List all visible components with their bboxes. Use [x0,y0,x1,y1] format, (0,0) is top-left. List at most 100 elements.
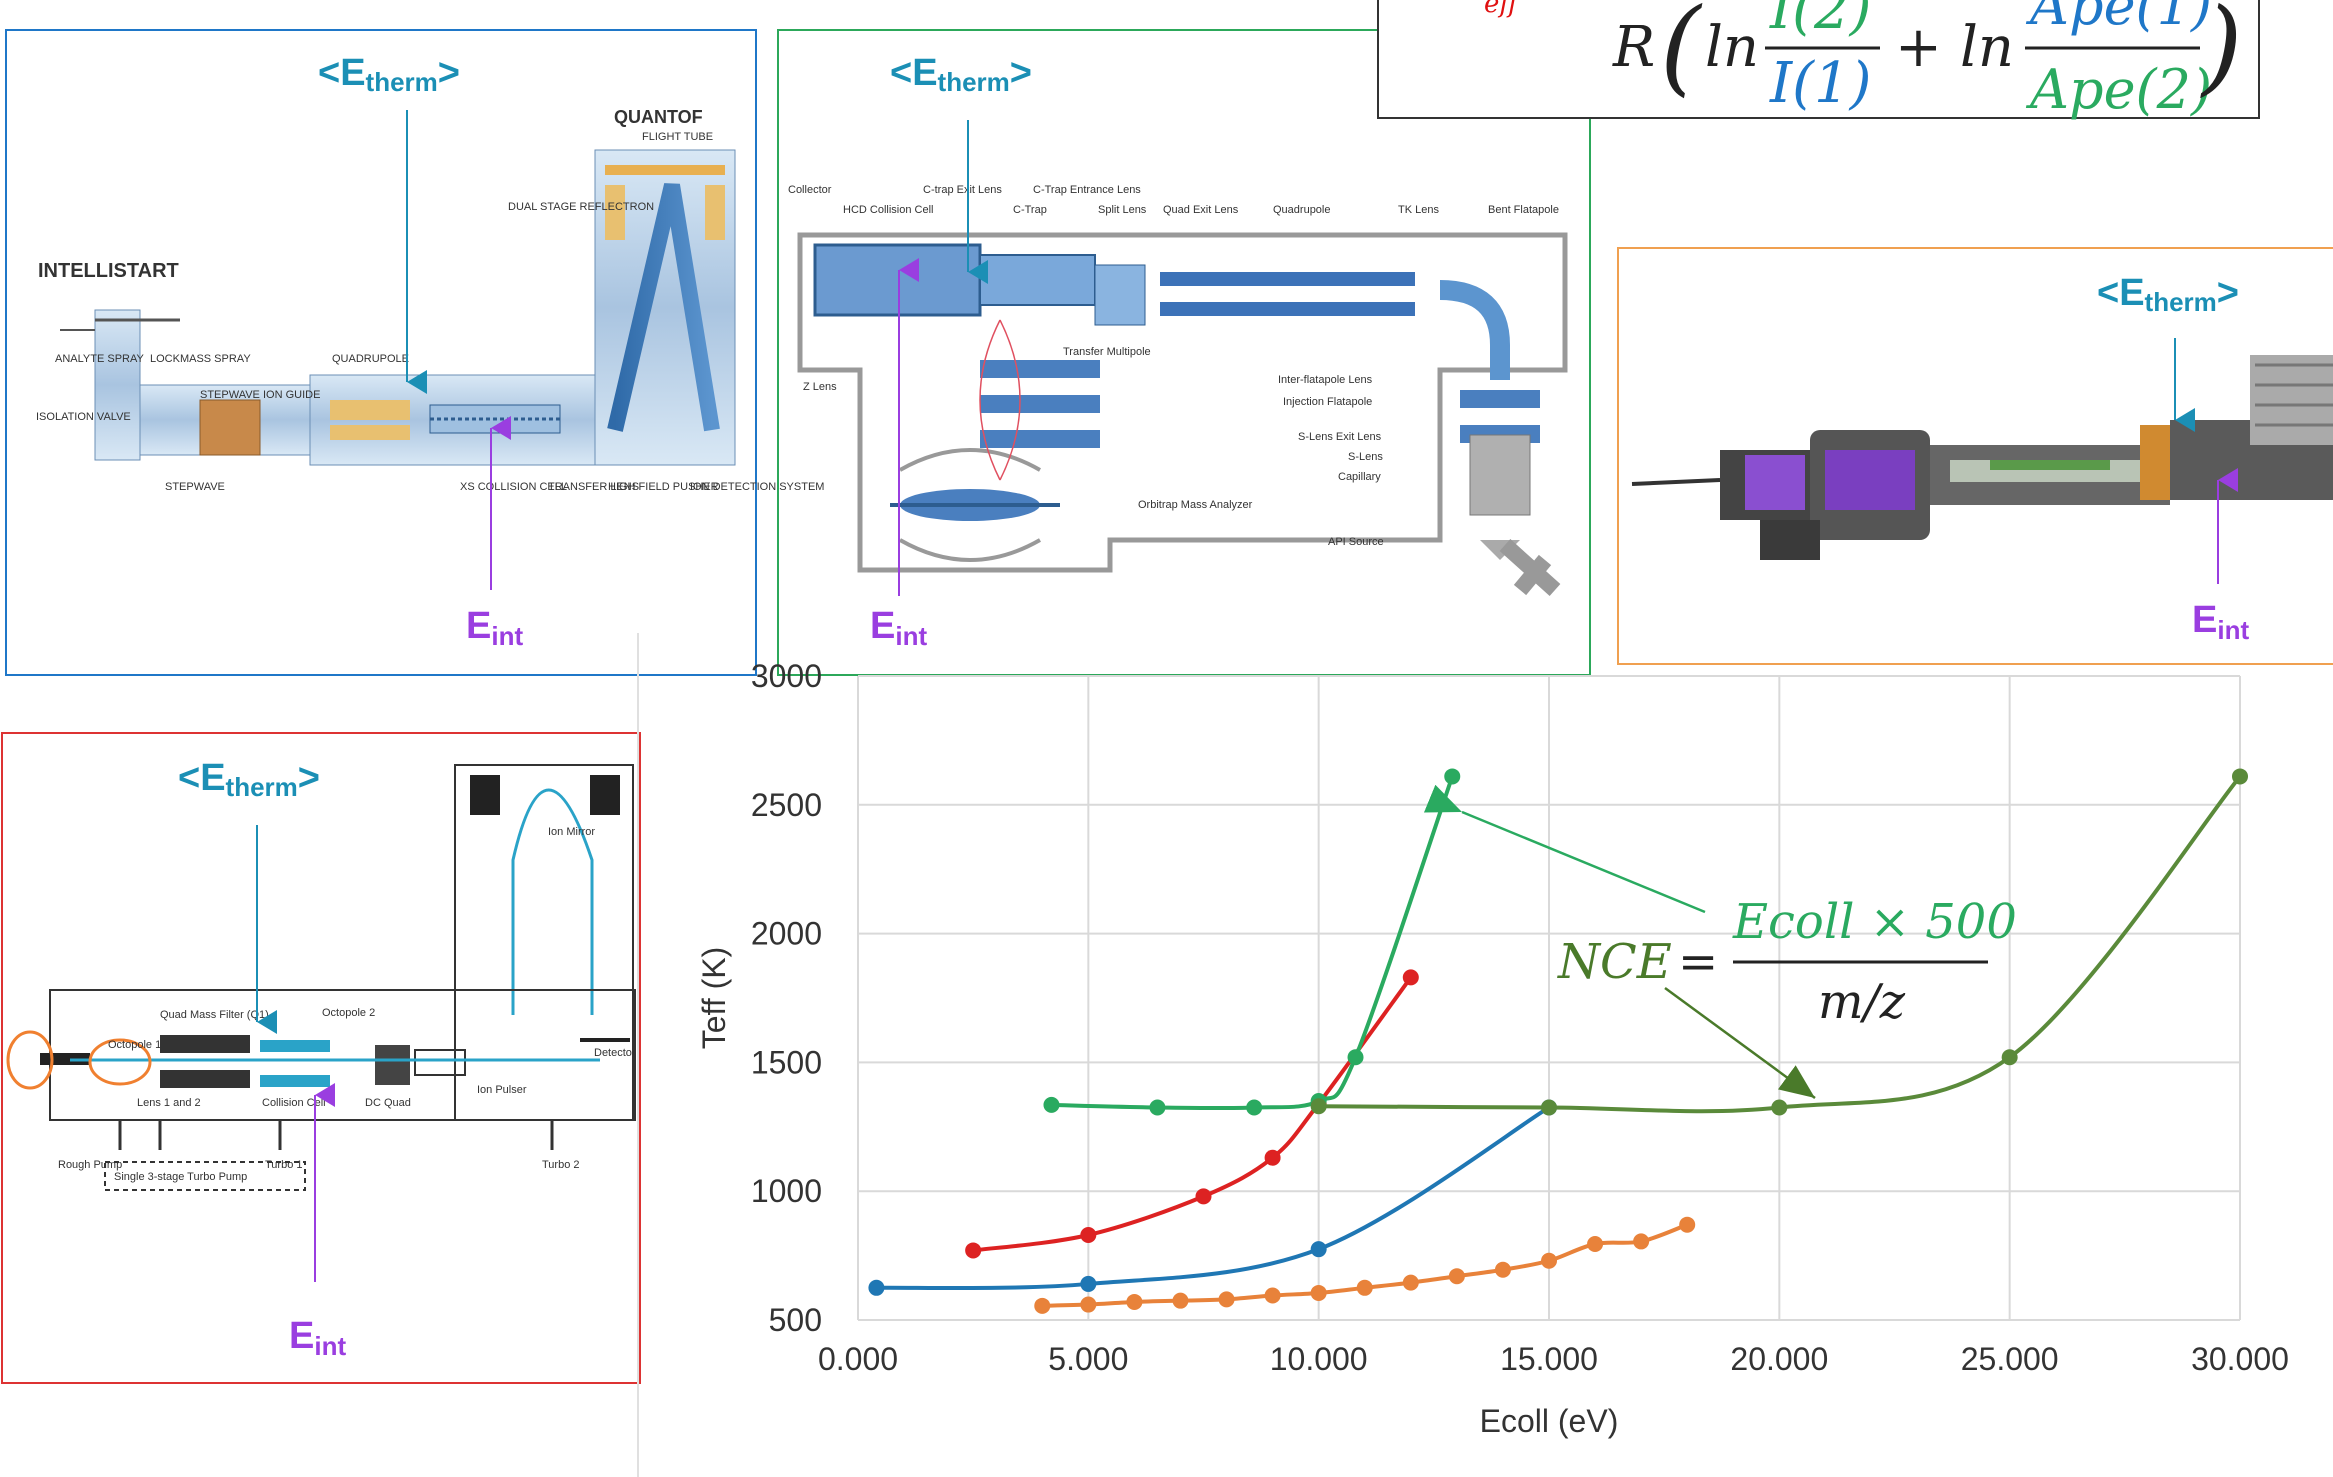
label-rough-pump: Rough Pump [58,1159,122,1171]
label-flight-tube: FLIGHT TUBE [642,131,713,143]
panel-orbitrap: Collector HCD Collision Cell C-trap Exit… [777,29,1591,676]
data-point-2 [1264,1149,1281,1166]
label-transfer-multipole: Transfer Multipole [1063,346,1151,358]
label-ion-pulser: Ion Pulser [477,1084,527,1096]
y-tick-label: 1000 [751,1173,822,1209]
data-point-1 [1587,1236,1604,1253]
data-point-3 [1246,1099,1263,1116]
label-octopole-2: Octopole 2 [322,1007,375,1019]
panel-qtof: Ion Mirror Quad Mass Filter (Q1) Octopol… [1,732,641,1384]
label-ion-detection-system: ION DETECTION SYSTEM [690,481,824,493]
data-point-4 [1541,1099,1557,1116]
label-eint-3: Eint [2192,599,2249,645]
label-isolation-valve: ISOLATION VALVE [36,411,131,423]
label-detector: Detector [594,1047,636,1059]
data-point-1 [1679,1216,1696,1233]
data-point-1 [1264,1287,1281,1304]
label-c-trap-entrance-lens: C-Trap Entrance Lens [1033,184,1141,196]
data-point-3 [1444,768,1461,785]
label-collector: Collector [788,184,832,196]
series-line-0 [876,1105,1551,1291]
label-transfer-lens: TRANSFER LENS [548,481,639,493]
label-lens-1-and-2: Lens 1 and 2 [137,1097,201,1109]
series-line-4 [1318,775,2242,1114]
label-c-trap-exit-lens: C-trap Exit Lens [923,184,1002,196]
data-point-3 [1043,1096,1060,1113]
instrument-diagram-orbitrap: Collector HCD Collision Cell C-trap Exit… [788,184,1568,596]
x-tick-label: 30.000 [2191,1341,2289,1377]
data-point-1 [1356,1279,1373,1296]
label-collision-cell: Collision Cell [262,1097,326,1109]
label-tk-lens: TK Lens [1398,204,1439,216]
data-point-1 [1172,1292,1189,1309]
data-point-2 [965,1242,982,1259]
x-tick-label: 5.000 [1048,1341,1128,1377]
data-point-1 [1402,1274,1419,1291]
formula-R: R [1612,15,1655,80]
brand-quantof: QUANTOF [614,107,703,127]
label-eint-1: Eint [466,605,523,651]
instrument-diagram-qtof: Ion Mirror Quad Mass Filter (Q1) Octopol… [6,764,636,1191]
nce-arrow-olive [1664,986,1816,1100]
data-point-1 [1541,1252,1557,1269]
label-dc-quad: DC Quad [365,1097,411,1109]
label-split-lens: Split Lens [1098,204,1147,216]
x-tick-label: 25.000 [1961,1341,2059,1377]
data-point-1 [1633,1233,1650,1250]
data-point-1 [1034,1297,1051,1314]
y-axis-label: Teff (K) [696,947,732,1050]
label-etherm-3: <Etherm> [2097,272,2239,317]
panel-frame-orange [1617,247,2333,665]
y-tick-label: 1500 [751,1044,822,1080]
nce-eq: = [1678,934,1718,990]
nce-num: Ecoll × 500 [1732,894,2017,950]
data-point-3 [1347,1049,1364,1066]
formula-frame [1377,0,2260,119]
label-lockmass-spray: LOCKMASS SPRAY [150,353,251,365]
label-quadrupole: QUADRUPOLE [332,353,409,365]
formula-box-teff: eff R ( ln I(2) I(1) + ln Ape(1) Ape(2) … [1377,0,2260,121]
y-tick-label: 3000 [751,658,822,694]
label-stepwave: STEPWAVE [165,481,225,493]
data-point-4 [1310,1098,1327,1115]
label-quad-exit-lens: Quad Exit Lens [1163,204,1239,216]
label-octopole-1: Octopole 1 [108,1039,161,1051]
formula-den-2: Ape(2) [2025,58,2212,121]
nce-den: m/z [1818,974,1906,1030]
data-point-1 [1448,1268,1465,1285]
data-point-2 [1080,1226,1097,1243]
data-point-3 [1149,1099,1166,1116]
series-line-2 [972,976,1413,1253]
data-point-4 [2232,768,2248,785]
label-api-source: API Source [1328,536,1384,548]
label-bent-flatapole: Bent Flatapole [1488,204,1559,216]
formula-prefix-eff: eff [1484,0,1522,19]
formula-paren-close: ) [2200,0,2243,107]
y-tick-label: 500 [769,1302,822,1338]
panel-frame-blue [5,29,757,676]
x-tick-label: 0.000 [818,1341,898,1377]
formula-num-1: I(2) [1769,0,1871,42]
label-orbitrap-mass-analyzer: Orbitrap Mass Analyzer [1138,499,1253,511]
instrument-diagram-cutaway [1631,355,2333,560]
data-point-1 [1126,1293,1143,1310]
x-tick-label: 10.000 [1270,1341,1368,1377]
label-quad-mass-filter: Quad Mass Filter (Q1) [160,1009,269,1021]
data-point-2 [1402,969,1419,986]
label-xs-collision-cell: XS COLLISION CELL [460,481,567,493]
data-point-1 [1494,1261,1511,1278]
y-tick-label: 2000 [751,916,822,952]
label-z-lens: Z Lens [803,381,837,393]
label-eint-2: Eint [870,605,927,651]
formula-ln-1: ln [1705,15,1759,80]
panel-synapt: INTELLISTART QUANTOF FLIGHT TUBE DUAL ST… [5,29,824,676]
brand-intellistart: INTELLISTART [38,260,179,282]
nce-formula: NCE = Ecoll × 500 m/z [1423,784,2017,1100]
formula-num-2: Ape(1) [2025,0,2212,37]
x-tick-label: 15.000 [1500,1341,1598,1377]
formula-plus: + [1895,15,1942,80]
label-s-lens-exit-lens: S-Lens Exit Lens [1298,431,1382,443]
label-hcd-collision-cell: HCD Collision Cell [843,204,933,216]
x-axis-label: Ecoll (eV) [1480,1403,1619,1439]
panel-cutaway: <Etherm> Eint [1617,247,2333,665]
